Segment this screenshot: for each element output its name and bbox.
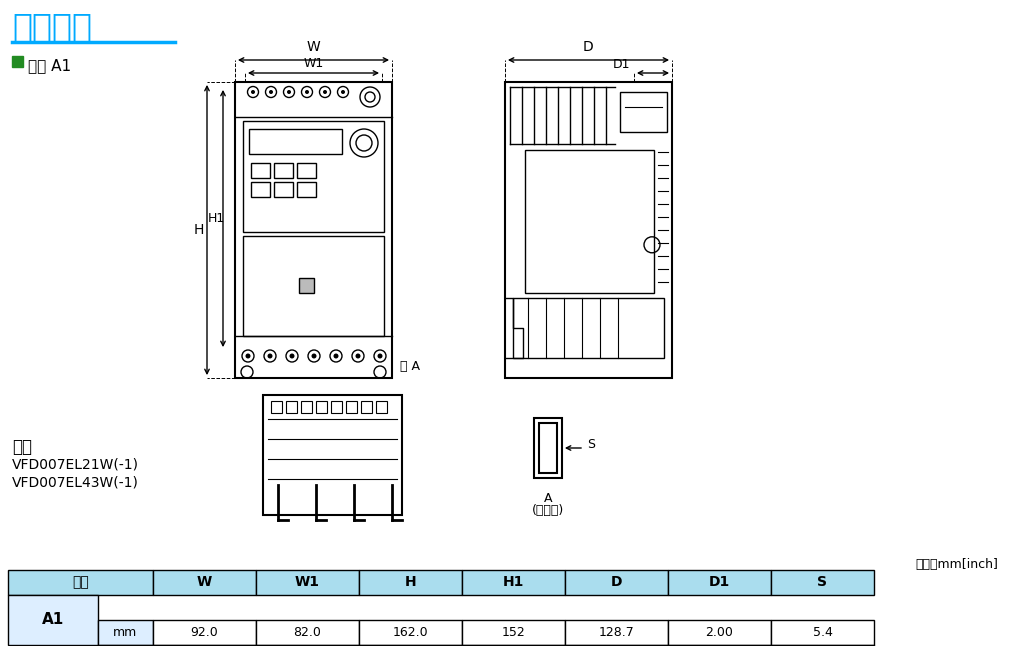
Text: H1: H1 (502, 576, 525, 590)
Circle shape (377, 353, 382, 359)
Text: VFD007EL43W(-1): VFD007EL43W(-1) (12, 476, 139, 490)
Bar (771, 570, 874, 595)
Text: H1: H1 (208, 212, 225, 225)
Text: 92.0: 92.0 (191, 626, 218, 639)
Text: 框号 A1: 框号 A1 (28, 58, 71, 73)
Text: D: D (610, 576, 623, 590)
Text: 162.0: 162.0 (393, 626, 428, 639)
Bar (263, 395, 402, 515)
Bar (359, 620, 462, 645)
Circle shape (287, 90, 291, 94)
Bar (297, 163, 316, 178)
Bar (462, 570, 565, 595)
Bar (359, 645, 462, 646)
Bar (359, 570, 462, 595)
Bar (251, 163, 270, 178)
Bar (346, 401, 357, 413)
Bar (98, 645, 153, 646)
Bar (235, 82, 393, 378)
Bar (153, 620, 256, 645)
Text: S: S (817, 576, 827, 590)
Text: 2.00: 2.00 (705, 626, 734, 639)
Circle shape (323, 90, 327, 94)
Bar (513, 298, 664, 358)
Text: 型号: 型号 (12, 438, 32, 456)
Text: D1: D1 (709, 576, 731, 590)
Circle shape (251, 90, 255, 94)
Text: H: H (405, 576, 417, 590)
Bar (620, 92, 667, 132)
Circle shape (312, 353, 317, 359)
Text: W1: W1 (304, 57, 324, 70)
Bar (771, 620, 874, 645)
Bar (331, 401, 342, 413)
Text: 单位：mm[inch]: 单位：mm[inch] (915, 558, 998, 571)
Bar (771, 645, 874, 646)
Bar (8, 570, 153, 595)
Bar (668, 570, 771, 595)
Text: D1: D1 (612, 58, 630, 71)
Bar (462, 645, 565, 646)
Bar (299, 278, 314, 293)
Bar (376, 401, 387, 413)
Text: 152: 152 (501, 626, 526, 639)
Text: VFD007EL21W(-1): VFD007EL21W(-1) (12, 458, 139, 472)
Circle shape (341, 90, 345, 94)
Text: 5.4: 5.4 (812, 626, 832, 639)
Bar (274, 163, 293, 178)
Bar (249, 129, 342, 154)
Text: S: S (587, 437, 595, 450)
Bar (301, 401, 312, 413)
Text: (安装孔): (安装孔) (532, 504, 564, 517)
Text: W: W (197, 576, 212, 590)
Circle shape (334, 353, 338, 359)
Bar (256, 645, 359, 646)
Bar (243, 236, 384, 336)
Text: A: A (544, 492, 552, 505)
Bar (98, 620, 153, 645)
Bar (8, 595, 98, 645)
Bar (153, 570, 256, 595)
Bar (297, 182, 316, 197)
Bar (153, 645, 256, 646)
Bar (565, 620, 668, 645)
Text: A1: A1 (42, 612, 65, 627)
Text: 尺寸外观: 尺寸外观 (12, 10, 92, 43)
Bar (668, 645, 771, 646)
Bar (286, 401, 297, 413)
Bar (256, 570, 359, 595)
Circle shape (355, 353, 360, 359)
Bar (504, 82, 672, 378)
Text: 见 A: 见 A (400, 360, 420, 373)
Bar (243, 121, 384, 232)
Circle shape (290, 353, 295, 359)
Text: 82.0: 82.0 (294, 626, 322, 639)
Bar (251, 182, 270, 197)
Text: W: W (307, 40, 321, 54)
Bar (668, 620, 771, 645)
Bar (565, 645, 668, 646)
Text: 框号: 框号 (72, 576, 89, 590)
Circle shape (245, 353, 250, 359)
Text: mm: mm (113, 626, 137, 639)
Bar (462, 620, 565, 645)
Circle shape (305, 90, 309, 94)
Circle shape (269, 90, 273, 94)
Circle shape (267, 353, 272, 359)
Text: W1: W1 (295, 576, 320, 590)
Bar (274, 182, 293, 197)
Bar (271, 401, 282, 413)
Bar (525, 150, 654, 293)
Bar (12, 56, 23, 67)
Text: D: D (583, 40, 594, 54)
Bar (565, 570, 668, 595)
Text: 128.7: 128.7 (598, 626, 635, 639)
Bar (361, 401, 372, 413)
Bar (256, 620, 359, 645)
Text: H: H (194, 223, 204, 237)
Bar (316, 401, 327, 413)
